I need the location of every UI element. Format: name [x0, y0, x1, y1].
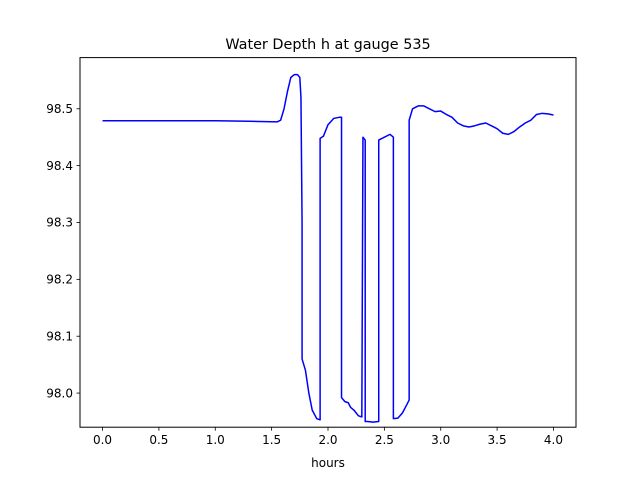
- series-line-0: [102, 73, 554, 423]
- y-tick-label: 98.5: [46, 102, 73, 116]
- x-tick-label: 2.5: [375, 433, 394, 447]
- x-axis-ticks: 0.0 0.5 1.0 1.5 2.0 2.5 3.0 3.5 4.0: [93, 427, 563, 447]
- x-tick-label: 2.0: [318, 433, 337, 447]
- x-axis-label: hours: [311, 456, 345, 470]
- y-tick-label: 98.4: [46, 159, 73, 173]
- x-tick-label: 4.0: [544, 433, 563, 447]
- x-tick-label: 1.0: [206, 433, 225, 447]
- y-tick-label: 98.2: [46, 273, 73, 287]
- plot-area: [102, 73, 554, 423]
- y-tick-label: 98.3: [46, 216, 73, 230]
- chart-title: Water Depth h at gauge 535: [225, 37, 430, 53]
- y-axis-ticks: 98.0 98.1 98.2 98.3 98.4 98.5: [46, 102, 80, 400]
- y-tick-label: 98.0: [46, 386, 73, 400]
- x-tick-label: 1.5: [262, 433, 281, 447]
- x-tick-label: 3.0: [431, 433, 450, 447]
- x-tick-label: 3.5: [488, 433, 507, 447]
- x-tick-label: 0.5: [149, 433, 168, 447]
- x-tick-label: 0.0: [93, 433, 112, 447]
- y-tick-label: 98.1: [46, 329, 73, 343]
